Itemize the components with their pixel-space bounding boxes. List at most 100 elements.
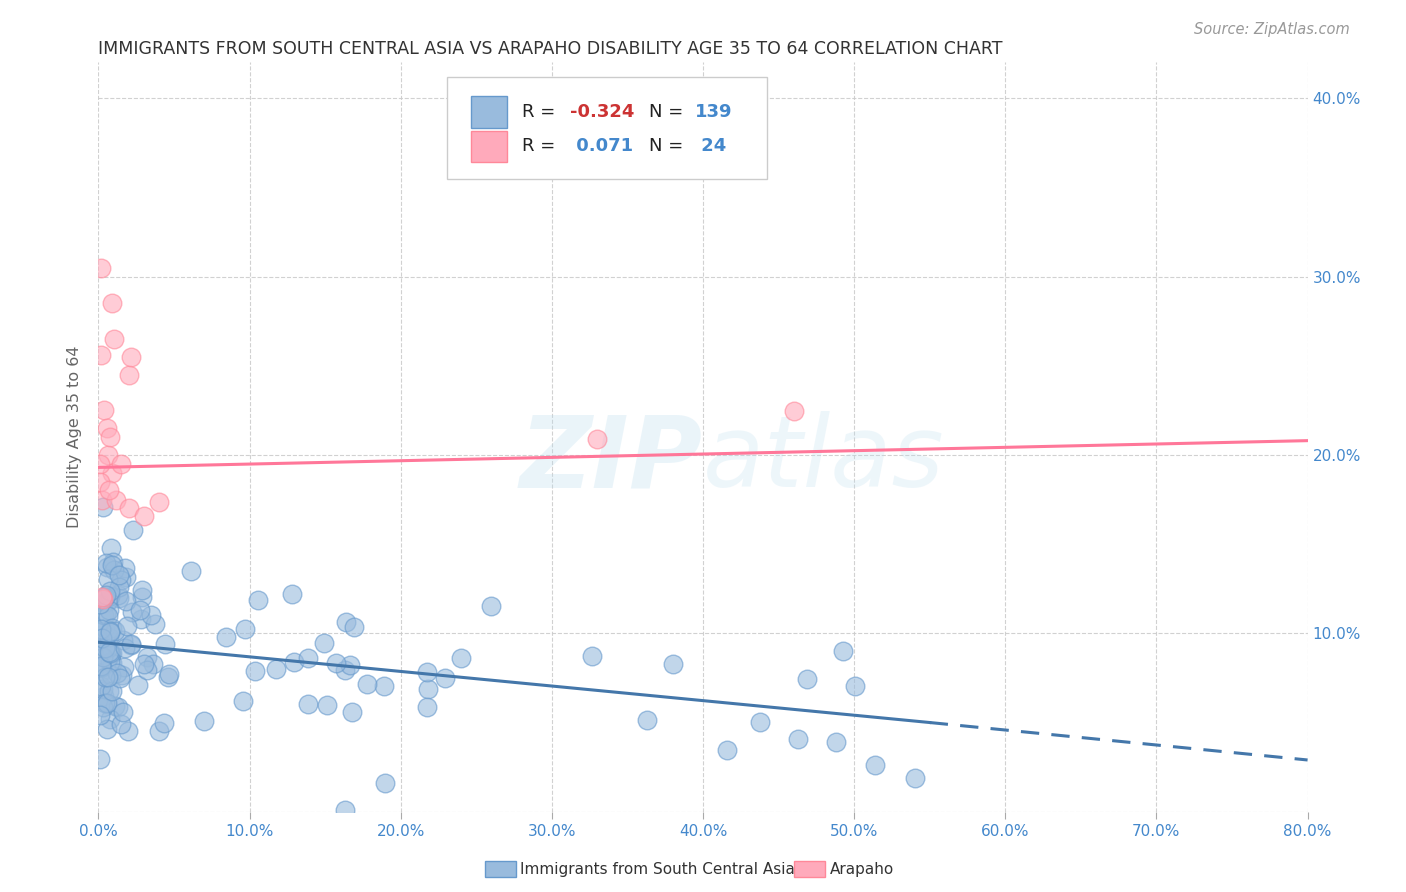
Point [93,607,115,622]
Point [232,694,254,708]
Point [93,621,115,635]
Text: Source: ZipAtlas.com: Source: ZipAtlas.com [1194,22,1350,37]
Point [101,296,124,310]
Text: R =: R = [522,137,555,155]
Point [91,682,114,697]
Point [716,743,738,757]
Point [117,724,139,739]
Point [98,624,121,639]
Point [120,350,142,364]
Point [90,659,112,673]
Point [89,457,111,471]
Point [98,630,121,644]
Point [416,681,439,696]
Point [90,260,112,275]
Point [105,492,128,507]
Point [136,663,159,677]
Point [98,684,121,698]
Point [796,672,818,686]
Point [97,608,120,623]
Text: N =: N = [648,103,683,121]
Point [110,573,132,587]
Point [128,602,150,616]
Point [96,696,118,710]
Point [96,421,118,435]
Point [297,697,319,711]
Point [101,657,124,671]
Point [340,705,363,719]
Point [281,587,304,601]
Point [107,700,129,714]
Point [312,636,335,650]
Point [373,679,395,693]
Point [131,590,153,604]
Point [100,584,122,599]
Point [114,560,136,574]
Point [343,620,366,634]
Point [100,541,122,555]
Point [148,495,170,509]
Point [108,671,131,685]
Point [103,332,125,346]
Point [100,647,122,661]
FancyBboxPatch shape [471,130,508,162]
Point [863,758,886,772]
Point [101,466,124,480]
Point [416,665,439,680]
Text: IMMIGRANTS FROM SOUTH CENTRAL ASIA VS ARAPAHO DISABILITY AGE 35 TO 64 CORRELATIO: IMMIGRANTS FROM SOUTH CENTRAL ASIA VS AR… [98,40,1002,58]
Point [94,697,117,711]
Point [93,403,115,417]
Point [108,591,131,605]
Text: ZIP: ZIP [520,411,703,508]
Text: 0.071: 0.071 [569,137,633,155]
Point [91,500,114,515]
Y-axis label: Disability Age 35 to 64: Disability Age 35 to 64 [67,346,83,528]
Point [98,625,121,640]
Point [91,660,114,674]
Point [450,650,472,665]
Point [297,651,319,665]
Point [118,368,141,382]
Point [215,630,238,644]
Point [180,564,202,578]
Point [586,432,609,446]
Point [89,665,111,680]
Text: R =: R = [522,103,555,121]
Point [96,723,118,737]
Point [787,731,810,746]
Text: N =: N = [648,137,683,155]
Point [98,655,121,669]
Point [96,607,118,622]
Point [101,558,124,573]
Point [142,657,165,671]
Point [339,657,361,672]
Point [581,648,603,663]
Text: atlas: atlas [703,411,945,508]
Point [96,559,118,574]
Point [120,637,142,651]
Point [97,602,120,616]
Point [844,679,866,693]
Point [97,483,120,497]
Point [136,649,159,664]
Point [283,655,305,669]
Point [101,555,124,569]
Point [91,649,114,664]
Point [143,617,166,632]
Point [104,699,127,714]
FancyBboxPatch shape [471,96,508,128]
Point [247,593,270,607]
Point [107,588,129,602]
Point [825,734,848,748]
Point [97,669,120,683]
Point [104,624,127,638]
Point [94,590,117,604]
Point [117,619,139,633]
Point [132,509,155,524]
Point [91,590,114,604]
Point [121,605,143,619]
Point [193,714,215,728]
Point [94,640,117,655]
Point [118,501,141,516]
Point [433,672,456,686]
